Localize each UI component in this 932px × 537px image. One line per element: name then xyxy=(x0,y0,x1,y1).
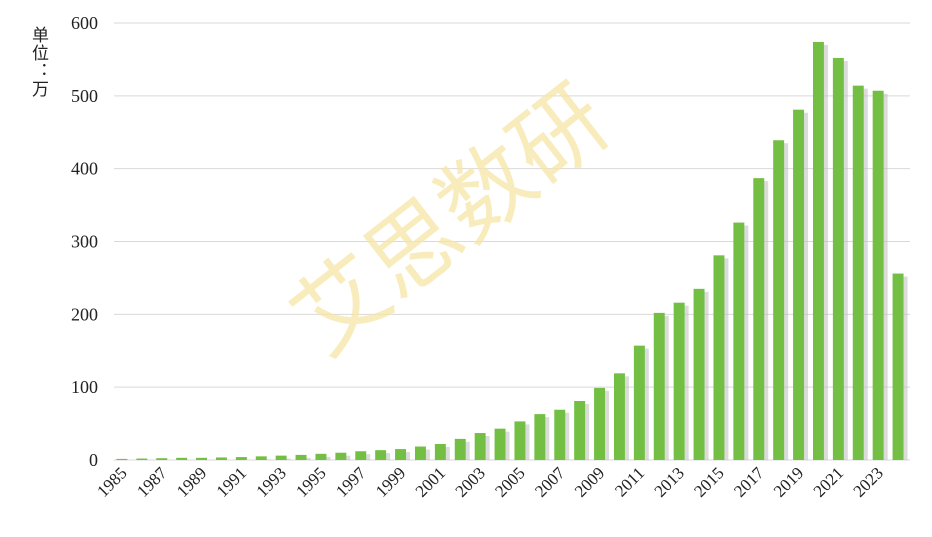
bar-1987 xyxy=(156,458,168,460)
bar-2023 xyxy=(872,90,884,461)
bar-1989 xyxy=(196,457,208,460)
x-tick-label: 1993 xyxy=(253,463,290,500)
bar-2011 xyxy=(633,345,645,460)
bar-2012 xyxy=(653,312,665,460)
bar-2009 xyxy=(594,387,606,460)
y-tick-label: 200 xyxy=(71,304,98,324)
x-tick-labels: 1985 1987 1989 1991 1993 1995 1997 1999 2001 2003… xyxy=(93,463,887,501)
gridlines xyxy=(114,22,910,461)
x-tick-label: 2013 xyxy=(651,463,688,500)
bar-2004 xyxy=(494,428,506,460)
x-tick-label: 1995 xyxy=(292,463,329,500)
bar-1993 xyxy=(275,455,287,460)
bars xyxy=(116,41,908,461)
bar-1992 xyxy=(255,456,267,460)
bar-2002 xyxy=(454,438,466,460)
y-axis-unit-label: 单位：万 xyxy=(28,26,48,98)
bar-2000 xyxy=(414,446,426,460)
bar-1994 xyxy=(295,454,307,460)
bar-2008 xyxy=(574,401,586,460)
bar-2001 xyxy=(434,443,446,460)
x-tick-label: 1991 xyxy=(213,463,250,500)
bar-1995 xyxy=(315,453,327,460)
bar-2017 xyxy=(753,178,765,460)
x-tick-label: 2005 xyxy=(491,463,528,500)
x-tick-label: 1989 xyxy=(173,463,210,500)
bar-2016 xyxy=(733,222,745,460)
bar-2019 xyxy=(793,109,805,461)
bar-2003 xyxy=(474,433,486,460)
bar-2013 xyxy=(673,302,685,460)
bar-2018 xyxy=(773,140,785,461)
y-tick-label: 0 xyxy=(89,450,98,470)
y-tick-label: 400 xyxy=(71,159,98,179)
bar-1999 xyxy=(395,449,407,460)
x-tick-label: 1985 xyxy=(93,463,130,500)
bar-1990 xyxy=(215,457,227,460)
x-tick-label: 2021 xyxy=(810,463,847,500)
bar-2014 xyxy=(693,288,705,460)
x-tick-label: 2015 xyxy=(690,463,727,500)
bar-2024 xyxy=(892,273,904,460)
bar-2015 xyxy=(713,255,725,460)
bar-1997 xyxy=(355,451,367,460)
x-tick-label: 2017 xyxy=(730,463,768,501)
bar-2021 xyxy=(832,57,844,461)
x-tick-label: 1987 xyxy=(133,463,171,501)
x-tick-label: 2009 xyxy=(571,463,608,500)
bar-1986 xyxy=(136,458,148,460)
x-tick-label: 2019 xyxy=(770,463,807,500)
y-tick-label: 300 xyxy=(71,232,98,252)
watermark: 艾思数研 xyxy=(273,65,629,376)
y-tick-label: 600 xyxy=(71,13,98,33)
bar-1996 xyxy=(335,452,347,460)
x-tick-label: 2023 xyxy=(850,463,887,500)
bar-2006 xyxy=(534,414,546,460)
x-tick-label: 2007 xyxy=(531,463,569,501)
bar-1991 xyxy=(235,457,247,460)
y-tick-label: 500 xyxy=(71,86,98,106)
y-tick-labels: 0 100 200 300 400 500 600 xyxy=(71,13,98,470)
x-tick-label: 1997 xyxy=(332,463,370,501)
bar-1988 xyxy=(176,457,188,460)
x-tick-label: 2003 xyxy=(452,463,489,500)
bar-1985 xyxy=(116,458,128,460)
bar-1998 xyxy=(375,450,387,460)
bar-2010 xyxy=(613,373,625,460)
x-tick-label: 1999 xyxy=(372,463,409,500)
bar-2007 xyxy=(554,409,566,460)
y-tick-label: 100 xyxy=(71,377,98,397)
x-tick-label: 2001 xyxy=(412,463,449,500)
bar-2020 xyxy=(812,41,824,460)
x-tick-label: 2011 xyxy=(611,463,648,500)
bar-2005 xyxy=(514,421,526,460)
bar-2022 xyxy=(852,85,864,461)
